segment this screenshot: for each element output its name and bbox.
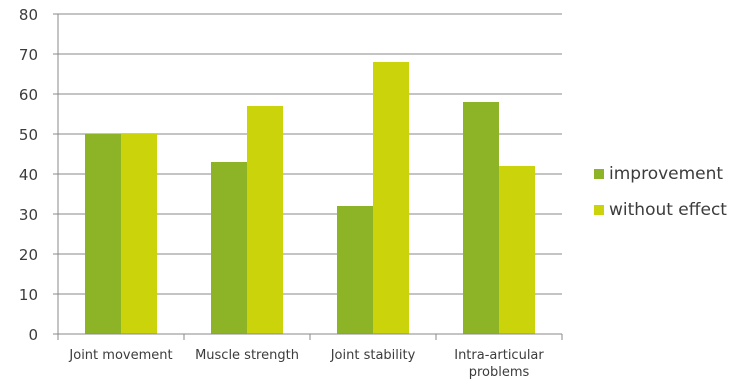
y-tick-label: 20 — [19, 246, 38, 264]
bar-improvement-3 — [463, 102, 499, 334]
bar-improvement-1 — [211, 162, 247, 334]
y-tick-label: 80 — [19, 6, 38, 24]
y-tick-label: 0 — [28, 326, 38, 344]
bar-without-effect-2 — [373, 62, 409, 334]
legend-label: improvement — [609, 164, 723, 184]
x-category-label: problems — [469, 365, 530, 380]
y-tick-label: 10 — [19, 286, 38, 304]
bars — [85, 62, 535, 334]
bar-improvement-2 — [337, 206, 373, 334]
bar-without-effect-3 — [499, 166, 535, 334]
y-tick-label: 40 — [19, 166, 38, 184]
y-axis-tick-labels: 0 10 20 30 40 50 60 70 80 — [19, 6, 38, 344]
y-tick-label: 60 — [19, 86, 38, 104]
x-category-label: Joint movement — [68, 348, 172, 363]
bar-without-effect-0 — [121, 134, 157, 334]
y-tick-label: 50 — [19, 126, 38, 144]
legend-swatch — [594, 169, 604, 179]
legend-label: without effect — [609, 200, 727, 220]
x-category-label: Joint stability — [330, 348, 416, 363]
legend: improvement without effect — [594, 164, 727, 220]
y-tick-label: 30 — [19, 206, 38, 224]
legend-swatch — [594, 205, 604, 215]
axes — [53, 13, 563, 340]
x-axis-category-labels: Joint movement Muscle strength Joint stabi… — [68, 348, 544, 380]
bar-without-effect-1 — [247, 106, 283, 334]
y-tick-label: 70 — [19, 46, 38, 64]
x-category-label: Muscle strength — [195, 348, 299, 363]
x-category-label: Intra-articular — [454, 348, 544, 363]
bar-improvement-0 — [85, 134, 121, 334]
